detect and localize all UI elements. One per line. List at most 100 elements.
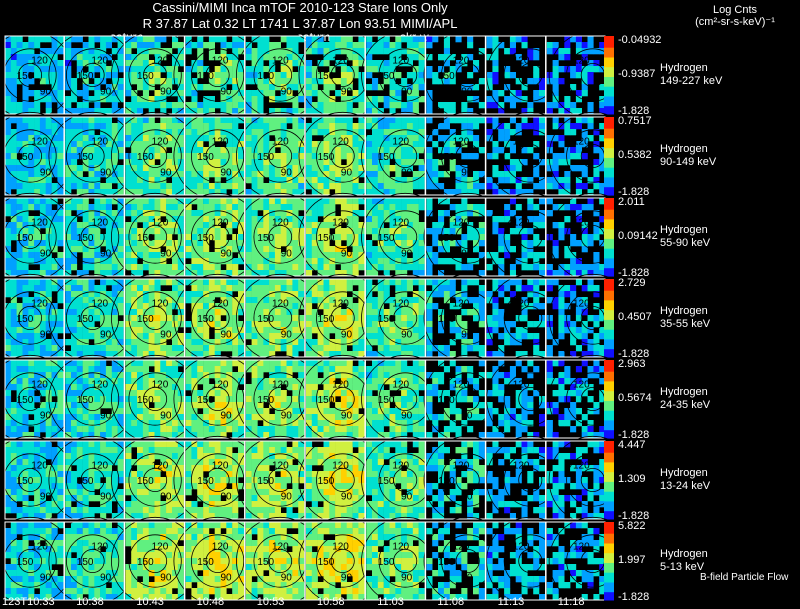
contour-label: 90 <box>401 492 413 503</box>
colorbar-min-label: -1.828 <box>618 591 650 603</box>
time-tick-label: 11:18 <box>557 596 585 608</box>
heatmap-cell-3-9 <box>546 273 637 363</box>
heatmap-cell-1-6 <box>361 111 450 201</box>
heatmap-cell-3-4 <box>236 273 325 363</box>
colorbar-max-label: 4.447 <box>618 439 646 451</box>
contour-label: 150 <box>318 557 335 568</box>
contour-label: 90 <box>401 411 413 422</box>
heatmap-cell-5-5 <box>298 435 387 525</box>
contour-label: 120 <box>272 541 289 552</box>
colorbar-min-label: -1.828 <box>618 510 650 522</box>
contour-label: 150 <box>197 395 214 406</box>
time-tick-label: 10:43 <box>136 596 164 608</box>
heatmap-cell-6-6 <box>361 516 450 606</box>
contour-label: 150 <box>77 233 94 244</box>
contour-label: 90 <box>160 87 172 98</box>
contour-label: 150 <box>197 71 214 82</box>
heatmap-cell-1-7 <box>423 111 512 201</box>
contour-label: 90 <box>100 492 112 503</box>
contour-label: 150 <box>378 476 395 487</box>
contour-label: 150 <box>137 71 154 82</box>
heatmap-cell-2-7 <box>423 192 512 282</box>
contour-label: 150 <box>438 233 455 244</box>
time-tick-label: 10:38 <box>76 596 104 608</box>
heatmap-cell-6-9 <box>546 516 637 606</box>
heatmap-cell-3-1 <box>48 273 137 363</box>
contour-label: 120 <box>332 379 349 390</box>
heatmap-cell-6-4 <box>236 516 325 606</box>
contour-label: 120 <box>212 460 229 471</box>
contour-label: 120 <box>332 298 349 309</box>
colorbar-mid-label: 1.309 <box>618 473 646 485</box>
colorbar-mid-label: -0.9387 <box>618 68 656 80</box>
contour-label: 90 <box>461 168 473 179</box>
contour-label: 90 <box>341 87 353 98</box>
contour-label: 90 <box>221 330 233 341</box>
contour-label: 90 <box>461 249 473 260</box>
heatmap-cell-0-9 <box>546 30 637 120</box>
contour-label: 120 <box>573 379 590 390</box>
contour-label: 90 <box>40 168 52 179</box>
contour-label: 120 <box>91 541 108 552</box>
colorbar-max-label: -0.04932 <box>618 34 662 46</box>
contour-label: 90 <box>401 87 413 98</box>
contour-label: 120 <box>91 136 108 147</box>
contour-label: 120 <box>392 298 409 309</box>
contour-label: 150 <box>318 395 335 406</box>
contour-label: 150 <box>17 395 34 406</box>
contour-label: 150 <box>438 476 455 487</box>
contour-label: 120 <box>513 136 530 147</box>
contour-label: 120 <box>392 55 409 66</box>
heatmap-cell-6-5 <box>298 516 387 606</box>
contour-label: 120 <box>513 541 530 552</box>
contour-label: 120 <box>91 55 108 66</box>
colorbar-mid-label: 0.5674 <box>618 392 652 404</box>
contour-label: 150 <box>77 314 94 325</box>
heatmap-cell-5-3 <box>173 435 262 525</box>
heatmap-cell-5-9 <box>546 435 637 525</box>
heatmap-cell-2-9 <box>546 192 637 282</box>
colorbar-mid-label: 0.4507 <box>618 311 652 323</box>
contour-label: 120 <box>573 55 590 66</box>
contour-label: 120 <box>91 298 108 309</box>
contour-label: 120 <box>332 217 349 228</box>
contour-label: 120 <box>152 136 169 147</box>
heatmap-cell-0-3 <box>173 30 262 120</box>
contour-label: 90 <box>281 330 293 341</box>
colorbar-min-label: -1.828 <box>618 186 650 198</box>
contour-label: 150 <box>17 71 34 82</box>
contour-label: 150 <box>378 314 395 325</box>
contour-label: 120 <box>392 136 409 147</box>
colorbar-6 <box>604 522 614 601</box>
contour-label: 90 <box>160 330 172 341</box>
heatmap-cell-1-4 <box>236 111 325 201</box>
contour-label: 150 <box>197 557 214 568</box>
colorbar-2 <box>604 198 614 277</box>
contour-label: 150 <box>17 314 34 325</box>
heatmap-cell-4-9 <box>546 354 637 444</box>
contour-label: 150 <box>17 557 34 568</box>
contour-label: 120 <box>91 460 108 471</box>
contour-label: 120 <box>332 460 349 471</box>
contour-label: 90 <box>160 168 172 179</box>
colorbar-min-label: -1.828 <box>618 267 650 279</box>
contour-label: 90 <box>100 573 112 584</box>
contour-label: 150 <box>197 152 214 163</box>
contour-label: 120 <box>272 298 289 309</box>
contour-label: 120 <box>212 136 229 147</box>
heatmap-cell-1-2 <box>111 111 200 201</box>
contour-label: 120 <box>513 460 530 471</box>
contour-label: 120 <box>453 298 470 309</box>
heatmap-cell-6-7 <box>423 516 512 606</box>
contour-label: 150 <box>257 152 274 163</box>
contour-label: 90 <box>401 249 413 260</box>
units-title: Log Cnts (cm²-sr-s-keV)⁻¹ <box>675 4 795 28</box>
contour-label: 90 <box>160 411 172 422</box>
contour-label: 120 <box>573 217 590 228</box>
contour-label: 90 <box>221 573 233 584</box>
contour-label: 120 <box>392 217 409 228</box>
colorbar-min-label: -1.828 <box>618 105 650 117</box>
heatmap-cell-5-6 <box>361 435 450 525</box>
heatmap-cell-1-0 <box>0 111 75 201</box>
contour-label: 150 <box>438 557 455 568</box>
